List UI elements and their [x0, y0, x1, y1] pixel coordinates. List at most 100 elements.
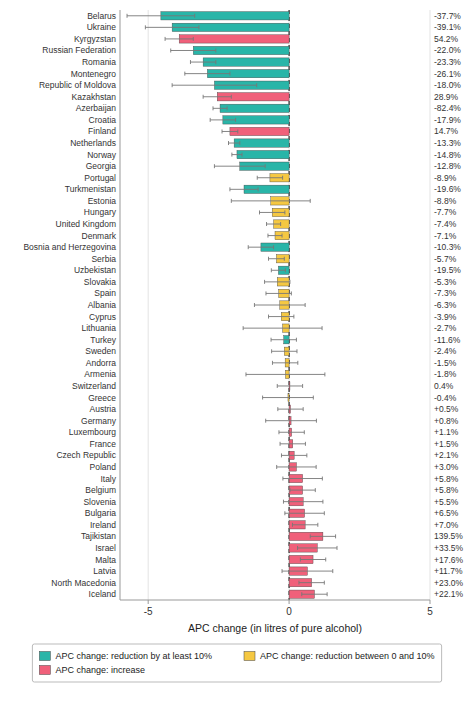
error-bar	[271, 268, 285, 272]
y-tick-label: Iceland	[89, 589, 117, 599]
error-bar	[257, 176, 282, 180]
y-tick-label: Azerbaijan	[76, 103, 116, 113]
bar	[237, 150, 289, 158]
bar	[230, 127, 289, 135]
error-bar	[281, 453, 306, 457]
x-tick-label: 5	[427, 606, 433, 617]
annotation: -13.3%	[434, 138, 461, 148]
error-bar	[302, 592, 327, 596]
error-bar	[145, 25, 199, 29]
error-bar	[230, 187, 258, 191]
y-tick-label: Turkey	[90, 335, 116, 345]
error-bar	[298, 546, 337, 550]
y-tick-label: France	[90, 439, 117, 449]
error-bar	[269, 315, 294, 319]
annotation: -37.7%	[434, 11, 461, 21]
error-bar	[310, 534, 335, 538]
grid	[148, 10, 430, 600]
error-bar	[300, 558, 325, 562]
error-bar	[267, 222, 281, 226]
legend-item: APC change: increase	[39, 665, 145, 675]
y-tick-label: Czech Republic	[56, 450, 116, 460]
x-axis-label: APC change (in litres of pure alcohol)	[188, 622, 362, 634]
x-tick	[148, 600, 149, 604]
y-tick-label: Bulgaria	[85, 508, 116, 518]
y-tick-label: Kazakhstan	[72, 92, 117, 102]
error-bar	[299, 581, 324, 585]
annotation: 0.4%	[434, 381, 454, 391]
annotation: -6.3%	[434, 300, 457, 310]
legend: APC change: reduction by at least 10%APC…	[32, 644, 441, 682]
annotation: -1.8%	[434, 369, 457, 379]
error-bar	[248, 245, 273, 249]
error-bar	[278, 407, 303, 411]
x-tick-label: 0	[286, 606, 292, 617]
x-tick	[430, 600, 431, 604]
error-bar	[231, 199, 310, 203]
error-bar	[292, 523, 317, 527]
error-bar	[127, 14, 195, 18]
y-tick-label: Bosnia and Herzegovina	[23, 242, 116, 252]
error-bar	[290, 488, 315, 492]
annotation: -5.7%	[434, 254, 457, 264]
y-tick-label: Serbia	[91, 254, 116, 264]
error-bar	[165, 37, 193, 41]
annotation: -19.5%	[434, 265, 461, 275]
error-bar	[283, 477, 322, 481]
legend-frame	[32, 644, 441, 682]
error-bar	[285, 511, 324, 515]
x-axis-line	[120, 600, 430, 601]
annotation: -14.8%	[434, 150, 461, 160]
error-bar	[280, 442, 305, 446]
annotation: +5.5%	[434, 497, 459, 507]
annotation: -2.7%	[434, 323, 457, 333]
y-tick-label: Georgia	[86, 161, 117, 171]
error-bar	[172, 83, 257, 87]
error-bar	[185, 72, 230, 76]
y-tick-label: Greece	[88, 393, 116, 403]
annotation: -8.8%	[434, 196, 457, 206]
bars	[161, 12, 323, 599]
annotation: -82.4%	[434, 103, 461, 113]
bar	[220, 104, 289, 112]
error-bar	[260, 210, 285, 214]
y-tick-label: Belarus	[87, 11, 116, 21]
error-bar	[269, 257, 285, 261]
bar	[179, 35, 289, 43]
y-tick-label: Norway	[87, 150, 117, 160]
y-tick-label: Israel	[95, 543, 116, 553]
annotation: -17.9%	[434, 115, 461, 125]
y-tick-label: Ireland	[90, 520, 116, 530]
annotation: +2.1%	[434, 450, 459, 460]
y-tick-label: North Macedonia	[51, 578, 116, 588]
y-tick-label: Andorra	[86, 358, 117, 368]
y-tick-label: Germany	[81, 416, 117, 426]
annotation: -7.4%	[434, 219, 457, 229]
annotation: -7.3%	[434, 288, 457, 298]
annotation: -26.1%	[434, 69, 461, 79]
error-bar	[277, 465, 316, 469]
annotation: -8.9%	[434, 173, 457, 183]
error-bar	[282, 569, 333, 573]
error-bar	[243, 326, 322, 330]
y-tick-label: Tajikistan	[81, 531, 116, 541]
error-bar	[266, 419, 317, 423]
annotation: 139.5%	[434, 531, 463, 541]
annotation: 14.7%	[434, 126, 459, 136]
annotation: +23.0%	[434, 578, 464, 588]
annotation: +7.0%	[434, 520, 459, 530]
grid-line	[430, 10, 431, 600]
y-tick-label: Armenia	[84, 369, 116, 379]
error-bar	[171, 48, 216, 52]
y-tick-label: Denmark	[82, 231, 117, 241]
error-bar	[277, 384, 302, 388]
bar	[234, 139, 289, 147]
legend-swatch	[244, 652, 255, 661]
annotation: -18.0%	[434, 80, 461, 90]
y-tick-label: Netherlands	[70, 138, 116, 148]
annotation: -11.6%	[434, 335, 461, 345]
error-bar	[279, 430, 304, 434]
y-tick-label: Cyprus	[89, 312, 116, 322]
error-bar	[190, 60, 215, 64]
y-tick-label: Italy	[100, 474, 116, 484]
